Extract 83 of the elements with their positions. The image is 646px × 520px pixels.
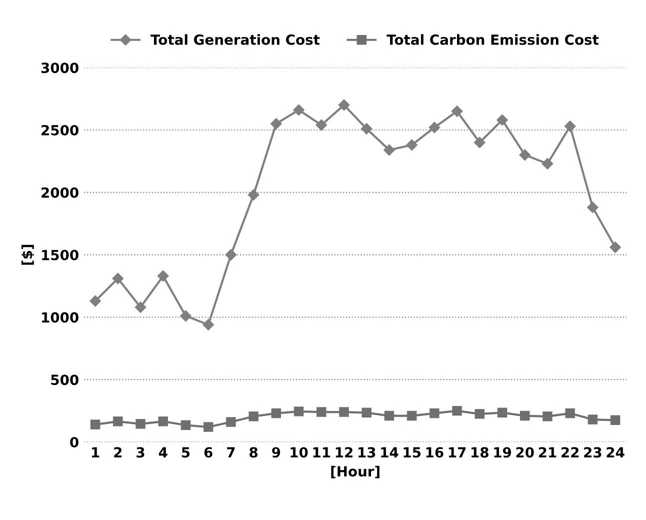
point <box>496 114 508 126</box>
point <box>270 118 282 130</box>
point <box>158 270 169 282</box>
x-tick-label: 7 <box>227 447 235 458</box>
point <box>497 408 508 418</box>
legend-label: Total Generation Cost <box>150 34 320 45</box>
y-tick-label: 500 <box>51 374 78 386</box>
point <box>248 189 260 200</box>
x-tick-label: 19 <box>494 447 512 458</box>
point <box>451 106 463 117</box>
point <box>202 319 214 330</box>
point <box>565 408 575 418</box>
point <box>542 158 554 170</box>
point <box>316 119 327 131</box>
x-tick-label: 3 <box>136 447 144 458</box>
point <box>362 408 372 418</box>
x-tick-label: 14 <box>381 447 398 458</box>
point <box>587 202 598 213</box>
x-tick-label: 21 <box>538 447 556 458</box>
point <box>180 310 192 322</box>
point <box>294 406 304 416</box>
point <box>406 139 418 151</box>
point <box>519 149 530 161</box>
x-tick-label: 16 <box>426 447 444 458</box>
x-tick-label: 4 <box>158 447 168 458</box>
point <box>90 420 100 430</box>
y-axis-title: [$] <box>21 244 34 265</box>
point <box>248 412 258 422</box>
x-tick-label: 22 <box>562 447 579 458</box>
x-tick-label: 17 <box>448 447 466 458</box>
point <box>316 407 326 417</box>
point <box>226 417 236 427</box>
y-tick-label: 3000 <box>41 62 78 74</box>
point <box>271 408 282 418</box>
point <box>339 407 349 417</box>
x-tick-label: 8 <box>250 447 258 458</box>
x-tick-label: 5 <box>182 447 190 458</box>
point <box>520 410 530 421</box>
x-tick-label: 10 <box>290 447 308 458</box>
point <box>610 242 621 253</box>
point <box>113 416 123 426</box>
point <box>136 419 146 429</box>
point <box>474 136 486 148</box>
point <box>564 120 576 132</box>
x-tick-label: 2 <box>114 447 122 458</box>
y-tick-label: 1000 <box>42 312 78 323</box>
point <box>384 144 395 156</box>
x-axis-title: [Hour] <box>331 466 380 478</box>
point <box>361 123 372 134</box>
point <box>90 295 101 307</box>
point <box>384 410 394 421</box>
point <box>542 412 552 422</box>
y-tick-label: 1500 <box>42 250 78 260</box>
x-tick-label: 6 <box>204 447 212 458</box>
y-tick-label: 2000 <box>42 187 78 198</box>
x-tick-label: 11 <box>313 447 330 458</box>
point <box>158 416 168 426</box>
point <box>406 410 417 421</box>
y-tick-label: 0 <box>70 436 78 448</box>
y-tick-label: 2500 <box>42 124 78 136</box>
x-tick-label: 23 <box>584 447 602 458</box>
legend-label: Total Carbon Emission Cost <box>386 34 599 45</box>
point <box>610 415 620 426</box>
point <box>588 414 598 424</box>
x-tick-label: 18 <box>472 447 488 458</box>
x-tick-label: 13 <box>358 447 376 458</box>
x-tick-label: 15 <box>404 447 421 458</box>
point <box>180 420 191 430</box>
x-tick-label: 20 <box>516 447 534 458</box>
point <box>338 99 350 111</box>
point <box>428 122 440 134</box>
point <box>112 272 124 284</box>
point <box>474 409 485 419</box>
x-tick-label: 24 <box>606 447 624 458</box>
point <box>134 302 146 313</box>
point <box>293 104 304 116</box>
x-tick-label: 9 <box>272 447 280 458</box>
point <box>225 249 237 260</box>
point <box>430 408 440 418</box>
x-tick-label: 12 <box>336 447 352 458</box>
point <box>452 406 462 416</box>
x-tick-label: 1 <box>92 447 100 458</box>
point <box>203 422 214 432</box>
